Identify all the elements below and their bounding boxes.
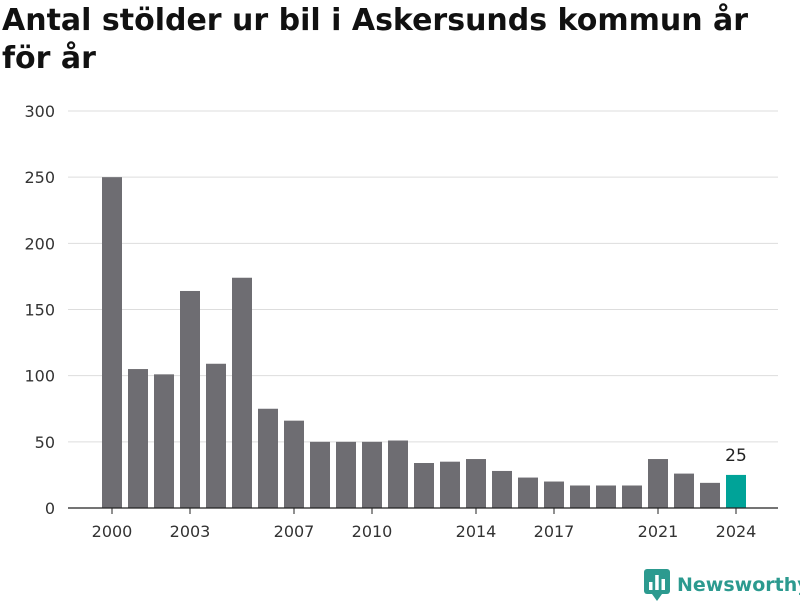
x-tick-label-2014: 2014 [456,522,497,541]
bar-2005 [232,277,252,508]
bar-2015 [492,470,512,508]
annotations: 25 [725,446,747,466]
bar-2013 [440,461,460,508]
bar-2004 [206,363,226,508]
newsworthy-logo: Newsworthy [644,569,800,601]
x-tick-label-2003: 2003 [170,522,211,541]
bar-2003 [180,290,200,508]
bar-2016 [518,477,538,508]
newsworthy-logo-icon [644,569,670,601]
x-tick-label-2021: 2021 [638,522,679,541]
x-tick-label-2024: 2024 [716,522,757,541]
y-tick-label-250: 250 [24,168,55,187]
bar-2000 [102,177,122,508]
x-tick-label-2000: 2000 [92,522,133,541]
bar-2011 [388,440,408,508]
bar-2007 [284,420,304,508]
bar-2020 [622,485,642,508]
y-tick-label-200: 200 [24,234,55,253]
x-tick-label-2007: 2007 [274,522,315,541]
y-tick-label-100: 100 [24,367,55,386]
bar-2001 [128,369,148,508]
x-tick-label-2017: 2017 [534,522,575,541]
newsworthy-logo-text: Newsworthy [677,574,800,596]
x-tick-label-2010: 2010 [352,522,393,541]
bar-2018 [570,485,590,508]
bar-2014 [466,459,486,508]
bar-2012 [414,463,434,508]
y-tick-label-50: 50 [35,433,55,452]
chart-title: Antal stölder ur bil i Askersunds kommun… [2,3,749,76]
bar-2022 [674,473,694,508]
bar-2010 [362,441,382,508]
bar-2024 [726,474,746,508]
data-label-2024: 25 [725,446,747,466]
bar-2006 [258,408,278,508]
y-tick-label-0: 0 [45,499,55,518]
bars [102,177,746,508]
bar-2021 [648,459,668,508]
y-axis-ticks: 0 50 100 150 200 250 300 [24,102,55,518]
bar-2008 [310,441,330,508]
bar-2002 [154,374,174,508]
bar-2023 [700,482,720,508]
bar-2019 [596,485,616,508]
y-tick-label-150: 150 [24,301,55,320]
y-tick-label-300: 300 [24,102,55,121]
bar-2017 [544,481,564,508]
x-axis-ticks: 2000 2003 2007 2010 2014 2017 2021 2024 [68,507,778,541]
grid-lines [68,110,778,443]
bar-2009 [336,441,356,508]
